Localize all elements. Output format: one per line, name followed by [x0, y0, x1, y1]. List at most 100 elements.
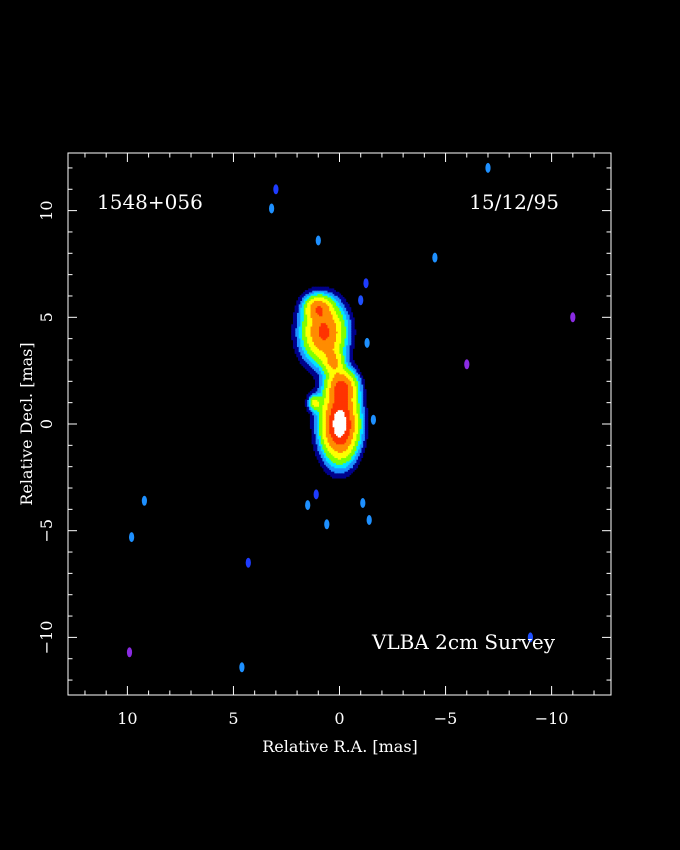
intensity-cell [338, 336, 342, 339]
intensity-cell [335, 358, 338, 361]
intensity-cell [348, 380, 352, 383]
intensity-cell [350, 416, 353, 419]
intensity-cell [303, 310, 306, 313]
intensity-cell [348, 404, 352, 407]
intensity-cell [360, 442, 364, 445]
intensity-cell [364, 438, 367, 441]
intensity-cell [316, 402, 320, 406]
intensity-cell [318, 370, 321, 373]
intensity-cell [313, 419, 316, 423]
intensity-cell [325, 406, 328, 409]
intensity-cell [345, 421, 348, 424]
intensity-cell [292, 337, 296, 341]
intensity-cell [345, 322, 348, 325]
intensity-cell [343, 435, 347, 438]
intensity-cell [318, 440, 321, 443]
intensity-cell [355, 407, 359, 411]
intensity-cell [335, 467, 338, 470]
intensity-cell [342, 351, 345, 354]
intensity-cell [352, 413, 355, 416]
intensity-cell [355, 411, 359, 414]
intensity-cell [326, 293, 330, 296]
intensity-cell [318, 337, 321, 341]
intensity-cell [330, 431, 333, 435]
intensity-cell [355, 365, 359, 368]
intensity-cell [355, 448, 359, 452]
intensity-cell [301, 337, 304, 341]
intensity-cell [318, 302, 321, 305]
intensity-cell [313, 310, 316, 313]
intensity-cell [330, 394, 333, 397]
intensity-cell [347, 354, 350, 358]
intensity-cell [359, 447, 362, 450]
intensity-cell [360, 438, 364, 441]
intensity-cell [340, 419, 343, 423]
intensity-cell [352, 390, 355, 394]
intensity-cell [343, 409, 347, 412]
intensity-cell [338, 465, 342, 469]
intensity-cell [333, 445, 336, 448]
intensity-cell [323, 315, 326, 319]
intensity-cell [321, 399, 325, 402]
intensity-cell [343, 305, 347, 308]
intensity-cell [333, 363, 336, 366]
intensity-cell [313, 312, 316, 315]
intensity-cell [350, 436, 353, 440]
intensity-cell [364, 431, 367, 435]
intensity-cell [303, 319, 306, 322]
intensity-cell [315, 290, 318, 293]
y-tick-label: 5 [37, 312, 56, 322]
intensity-cell [328, 447, 331, 450]
intensity-cell [343, 476, 347, 479]
intensity-cell [316, 442, 320, 445]
intensity-cell [303, 353, 306, 356]
intensity-cell [354, 435, 357, 438]
intensity-cell [308, 336, 311, 339]
intensity-cell [311, 331, 314, 334]
intensity-cell [311, 372, 314, 375]
intensity-cell [359, 377, 362, 380]
intensity-cell [340, 413, 343, 416]
intensity-cell [362, 404, 365, 407]
intensity-cell [318, 448, 321, 452]
intensity-cell [301, 353, 304, 356]
intensity-cell [330, 377, 333, 380]
intensity-cell [296, 320, 299, 324]
intensity-cell [360, 385, 364, 389]
intensity-cell [360, 443, 364, 447]
y-tick-label: −10 [37, 621, 56, 655]
intensity-cell [313, 365, 316, 368]
intensity-cell [315, 358, 318, 361]
intensity-cell [318, 454, 321, 457]
intensity-cell [299, 337, 303, 341]
intensity-cell [315, 332, 318, 336]
intensity-cell [345, 433, 348, 436]
intensity-cell [325, 348, 328, 351]
intensity-cell [318, 322, 321, 325]
intensity-cell [326, 380, 330, 383]
intensity-cell [328, 413, 331, 416]
intensity-cell [308, 322, 311, 325]
intensity-cell [320, 288, 323, 291]
intensity-cell [350, 343, 353, 346]
intensity-cell [321, 382, 325, 385]
intensity-cell [340, 436, 343, 440]
intensity-cell [301, 329, 304, 332]
intensity-cell [326, 314, 330, 317]
noise-spot [141, 495, 147, 506]
intensity-cell [337, 404, 340, 407]
intensity-cell [316, 331, 320, 334]
intensity-cell [345, 426, 348, 429]
intensity-cell [325, 395, 328, 399]
intensity-cell [325, 334, 328, 337]
intensity-cell [311, 310, 314, 313]
intensity-cell [333, 334, 336, 337]
intensity-cell [328, 325, 331, 329]
intensity-cell [298, 343, 301, 346]
intensity-cell [337, 291, 340, 295]
intensity-cell [320, 298, 323, 301]
intensity-cell [326, 465, 330, 469]
intensity-cell [343, 413, 347, 416]
intensity-cell [364, 395, 367, 399]
intensity-cell [321, 421, 325, 424]
